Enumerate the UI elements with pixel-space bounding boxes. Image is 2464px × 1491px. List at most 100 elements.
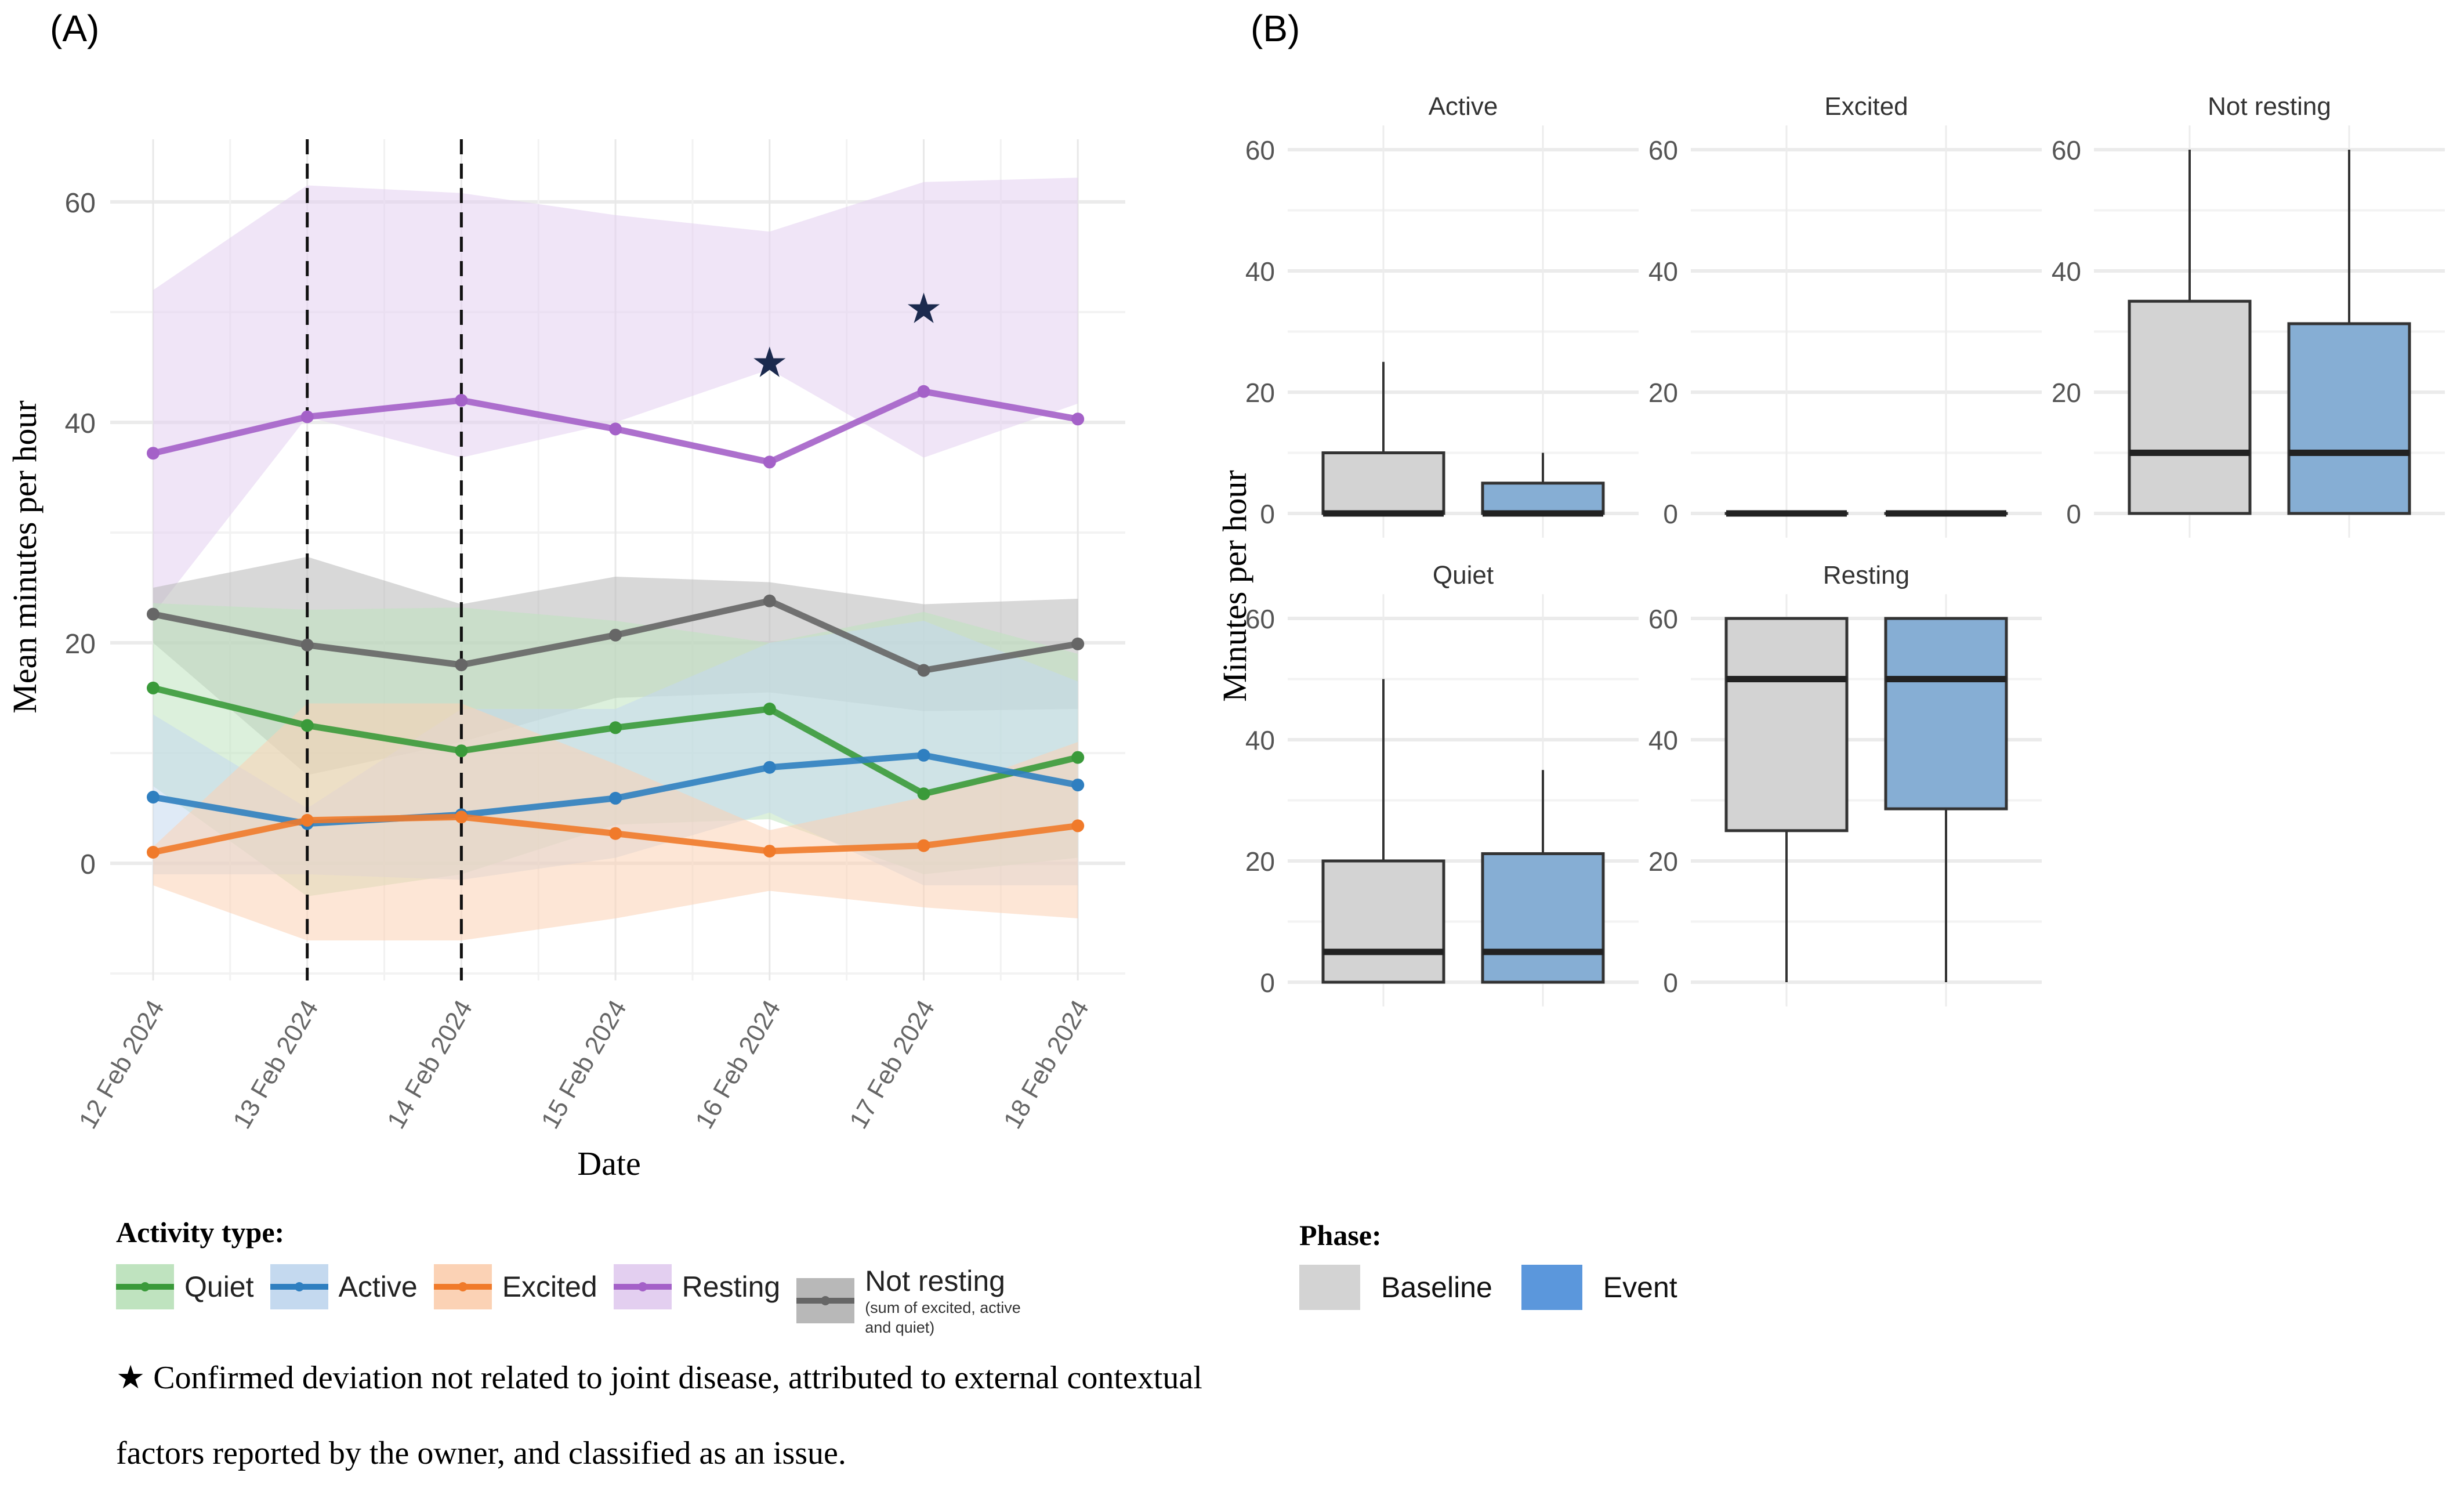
point-quiet <box>763 703 776 715</box>
point-not-resting <box>147 608 160 621</box>
box-baseline <box>1323 453 1444 514</box>
point-excited <box>763 845 776 857</box>
point-excited <box>147 846 160 859</box>
point-quiet <box>918 787 930 800</box>
x-axis-title: Date <box>577 1145 641 1182</box>
box-baseline <box>2129 301 2250 513</box>
point-not-resting <box>1071 638 1084 650</box>
box-baseline <box>1323 861 1444 982</box>
y-tick-label: 0 <box>80 849 96 880</box>
legend-note: (sum of excited, active and quiet) <box>865 1298 1033 1337</box>
legend-label: Excited <box>502 1270 597 1304</box>
point-active <box>918 749 930 762</box>
y-tick-label: 20 <box>2052 378 2081 408</box>
point-resting <box>763 455 776 468</box>
box-baseline <box>1726 618 1847 831</box>
point-not-resting <box>609 629 622 642</box>
x-tick-label: 16 Feb 2024 <box>690 996 786 1134</box>
y-tick-label: 20 <box>1648 378 1678 408</box>
facet-title: Not resting <box>2208 92 2331 121</box>
box-event <box>2289 324 2409 513</box>
legend-item-resting: Resting <box>614 1264 781 1309</box>
x-tick-label: 18 Feb 2024 <box>998 996 1095 1134</box>
deviation-star-icon: ★ <box>905 285 943 332</box>
point-resting <box>1071 412 1084 425</box>
y-tick-label: 60 <box>1245 135 1275 165</box>
legend-label: Active <box>339 1270 418 1304</box>
x-tick-label: 13 Feb 2024 <box>227 996 324 1134</box>
point-active <box>147 791 160 804</box>
legend-point <box>638 1282 647 1291</box>
footnote: ★ Confirmed deviation not related to joi… <box>116 1340 1218 1491</box>
box-event <box>1886 618 2006 809</box>
y-tick-label: 40 <box>65 408 96 439</box>
facet-title: Quiet <box>1433 561 1494 589</box>
y-tick-label: 20 <box>1245 846 1275 877</box>
y-tick-label: 0 <box>2066 499 2081 529</box>
y-tick-label: 60 <box>1648 604 1678 634</box>
point-excited <box>918 839 930 852</box>
point-quiet <box>455 744 468 757</box>
facet-title: Active <box>1429 92 1498 121</box>
legend-swatch-active <box>270 1264 328 1309</box>
legend-label: Baseline <box>1381 1271 1492 1304</box>
y-tick-label: 20 <box>1648 846 1678 877</box>
point-resting <box>918 385 930 398</box>
legend-item-not-resting: Not resting(sum of excited, active and q… <box>796 1264 1033 1337</box>
point-resting <box>301 411 314 424</box>
x-tick-label: 14 Feb 2024 <box>382 996 478 1134</box>
legend-swatch-not-resting <box>796 1278 854 1323</box>
legend-item-event: Event <box>1521 1265 1677 1310</box>
y-tick-label: 0 <box>1260 499 1275 529</box>
point-quiet <box>301 719 314 732</box>
activity-legend: Activity type: Quiet Active Excited Resting… <box>116 1215 1033 1337</box>
legend-item-excited: Excited <box>434 1264 597 1309</box>
point-not-resting <box>763 595 776 607</box>
y-tick-label: 60 <box>1648 135 1678 165</box>
y-axis-title: Mean minutes per hour <box>6 400 44 714</box>
phase-box-plots: 0 20 40 60 Active 0 20 40 60 Excited 0 20 40 60 Not re… <box>1206 0 2464 1033</box>
facet-title: Excited <box>1824 92 1908 121</box>
point-excited <box>455 810 468 823</box>
point-excited <box>1071 819 1084 832</box>
y-tick-label: 40 <box>2052 256 2081 287</box>
activity-legend-title: Activity type: <box>116 1215 1033 1249</box>
legend-point <box>140 1282 150 1291</box>
y-tick-label: 0 <box>1663 968 1678 998</box>
phase-legend-title: Phase: <box>1299 1218 1677 1252</box>
point-quiet <box>1071 751 1084 764</box>
legend-swatch-resting <box>614 1264 672 1309</box>
y-axis-title: Minutes per hour <box>1216 470 1253 702</box>
phase-legend: Phase: Baseline Event <box>1299 1218 1677 1310</box>
point-resting <box>455 394 468 407</box>
legend-label: Event <box>1603 1271 1677 1304</box>
legend-swatch-excited <box>434 1264 492 1309</box>
point-active <box>763 761 776 774</box>
deviation-star-icon: ★ <box>751 340 789 386</box>
legend-label: Not resting <box>865 1264 1033 1298</box>
point-resting <box>147 447 160 459</box>
legend-item-active: Active <box>270 1264 418 1309</box>
legend-swatch-baseline <box>1299 1265 1360 1310</box>
legend-item-baseline: Baseline <box>1299 1265 1492 1310</box>
y-tick-label: 60 <box>2052 135 2081 165</box>
y-tick-label: 40 <box>1245 725 1275 755</box>
facet-not-resting: 0 20 40 60 Not resting <box>2052 92 2445 538</box>
legend-point <box>295 1282 304 1291</box>
facet-title: Resting <box>1823 561 1909 589</box>
y-tick-label: 60 <box>65 188 96 219</box>
point-active <box>609 792 622 805</box>
box-event <box>1483 853 1603 982</box>
point-not-resting <box>918 664 930 677</box>
legend-item-quiet: Quiet <box>116 1264 254 1309</box>
legend-label: Resting <box>682 1270 781 1304</box>
point-not-resting <box>301 639 314 652</box>
legend-label: Quiet <box>184 1270 254 1304</box>
y-tick-label: 0 <box>1663 499 1678 529</box>
point-excited <box>301 814 314 827</box>
